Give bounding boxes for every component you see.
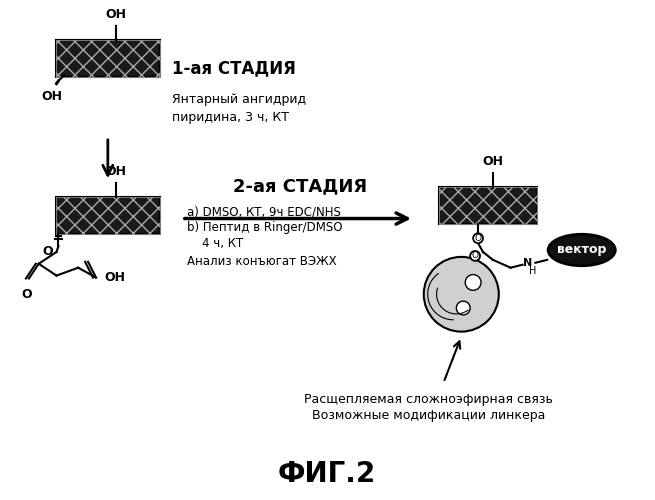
- Text: Янтарный ангидрид
пиридина, 3 ч, КТ: Янтарный ангидрид пиридина, 3 ч, КТ: [172, 92, 306, 124]
- Text: O: O: [42, 246, 52, 258]
- Text: O: O: [472, 252, 479, 260]
- Text: ФИГ.2: ФИГ.2: [278, 460, 376, 488]
- Text: N: N: [523, 258, 532, 268]
- Text: O: O: [22, 288, 32, 302]
- Text: OH: OH: [104, 271, 125, 284]
- Text: H: H: [529, 266, 536, 276]
- Bar: [56, 40, 160, 77]
- Ellipse shape: [548, 234, 615, 266]
- Text: Анализ конъюгат ВЭЖХ: Анализ конъюгат ВЭЖХ: [187, 255, 337, 268]
- Text: OH: OH: [41, 90, 62, 102]
- Circle shape: [457, 301, 470, 315]
- Text: OH: OH: [105, 8, 126, 21]
- Text: 4 ч, КТ: 4 ч, КТ: [187, 237, 243, 250]
- Text: Расщепляемая сложноэфирная связь: Расщепляемая сложноэфирная связь: [305, 392, 553, 406]
- Text: Возможные модификации линкера: Возможные модификации линкера: [312, 410, 546, 422]
- Text: O: O: [475, 234, 481, 242]
- Text: b) Пептид в Ringer/DMSO: b) Пептид в Ringer/DMSO: [187, 222, 343, 234]
- Text: 1-ая СТАДИЯ: 1-ая СТАДИЯ: [172, 59, 296, 77]
- Bar: [56, 40, 160, 77]
- Text: a) DMSO, КТ, 9ч EDC/NHS: a) DMSO, КТ, 9ч EDC/NHS: [187, 206, 341, 219]
- Circle shape: [470, 251, 480, 261]
- Bar: [439, 187, 537, 224]
- Text: OH: OH: [482, 156, 504, 168]
- Bar: [56, 197, 160, 234]
- Text: OH: OH: [105, 165, 126, 178]
- Text: вектор: вектор: [557, 244, 607, 256]
- Bar: [56, 197, 160, 234]
- Circle shape: [424, 257, 499, 332]
- Bar: [439, 187, 537, 224]
- Circle shape: [465, 274, 481, 290]
- Circle shape: [473, 234, 483, 243]
- Text: 2-ая СТАДИЯ: 2-ая СТАДИЯ: [233, 177, 367, 195]
